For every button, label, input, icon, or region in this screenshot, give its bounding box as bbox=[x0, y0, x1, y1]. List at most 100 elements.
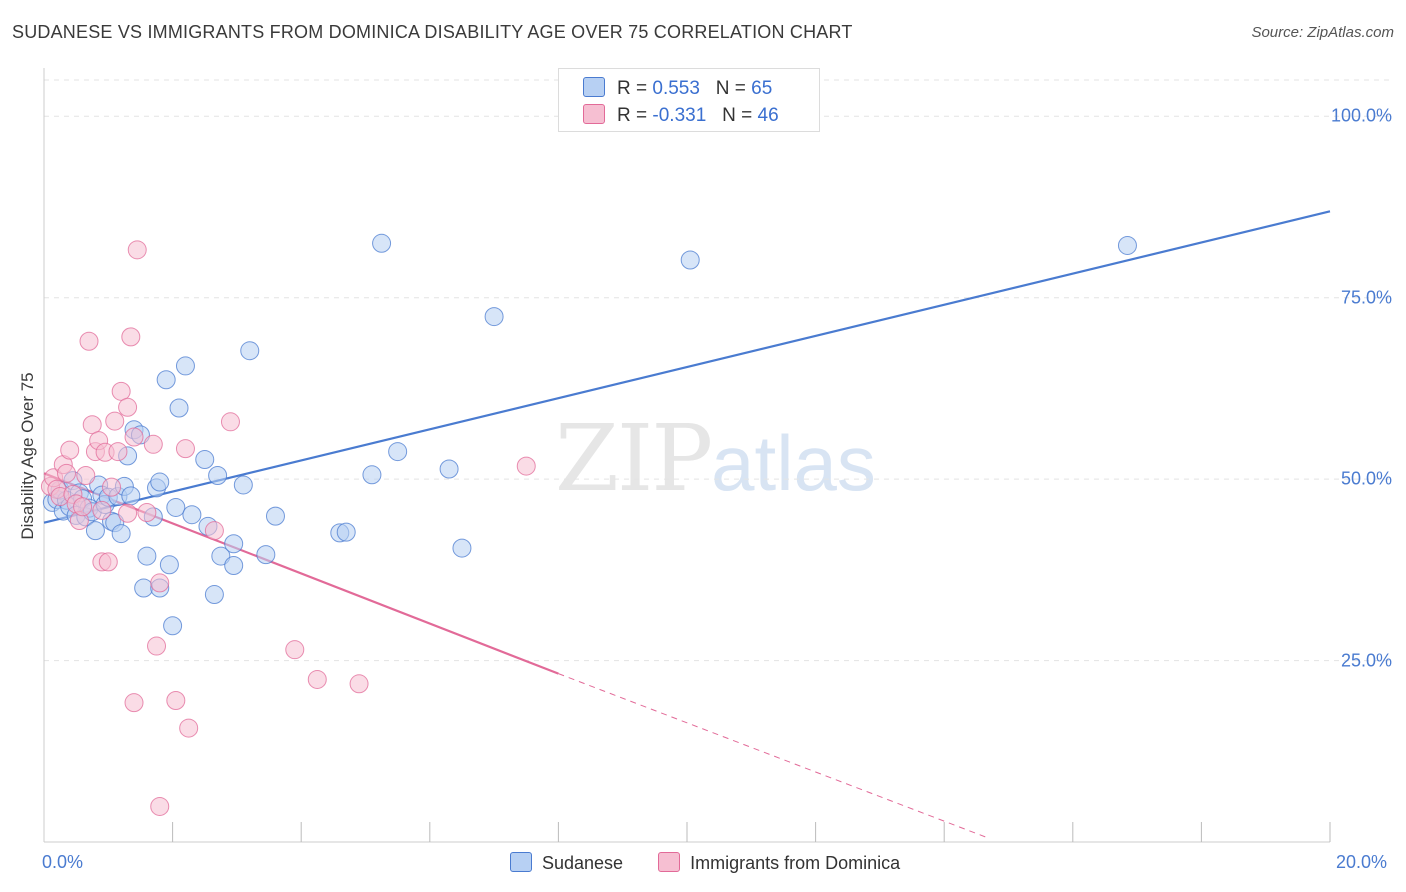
point-sudanese bbox=[336, 522, 356, 542]
point-dominica bbox=[150, 573, 170, 593]
point-dominica bbox=[108, 442, 128, 462]
legend-item-dominica: Immigrants from Dominica bbox=[658, 852, 900, 874]
point-dominica bbox=[76, 466, 96, 486]
point-dominica bbox=[285, 640, 305, 660]
legend-r-value: 0.553 bbox=[652, 78, 700, 99]
point-sudanese bbox=[1117, 235, 1137, 255]
legend-r-label: R = bbox=[617, 105, 648, 126]
legend-n-value: 46 bbox=[757, 105, 779, 126]
point-dominica bbox=[143, 434, 163, 454]
point-sudanese bbox=[150, 472, 170, 492]
point-dominica bbox=[57, 463, 77, 483]
point-dominica bbox=[166, 690, 186, 710]
point-sudanese bbox=[175, 356, 195, 376]
point-sudanese bbox=[388, 442, 408, 462]
point-dominica bbox=[92, 500, 112, 520]
y-tick-label: 100.0% bbox=[1330, 105, 1392, 126]
point-dominica bbox=[79, 331, 99, 351]
point-dominica bbox=[82, 415, 102, 435]
point-sudanese bbox=[134, 578, 154, 598]
point-sudanese bbox=[265, 506, 285, 526]
point-sudanese bbox=[484, 307, 504, 327]
legend-row-sudanese: R = 0.553 N = 65 bbox=[583, 77, 772, 100]
point-sudanese bbox=[224, 534, 244, 554]
point-sudanese bbox=[85, 521, 105, 541]
point-dominica bbox=[150, 796, 170, 816]
legend-swatch-pink bbox=[583, 104, 605, 124]
x-tick-label-min: 0.0% bbox=[42, 852, 84, 872]
point-sudanese bbox=[163, 616, 183, 636]
watermark-zip: ZIP bbox=[555, 405, 713, 512]
y-tick-label: 75.0% bbox=[1340, 287, 1392, 308]
source-label: Source: ZipAtlas.com bbox=[1251, 24, 1394, 41]
point-sudanese bbox=[211, 546, 231, 566]
y-tick-label: 25.0% bbox=[1340, 650, 1392, 671]
point-dominica bbox=[307, 669, 327, 689]
point-sudanese bbox=[680, 250, 700, 270]
data-points bbox=[40, 233, 1137, 816]
point-sudanese bbox=[240, 341, 260, 361]
point-sudanese bbox=[137, 546, 157, 566]
point-sudanese bbox=[362, 465, 382, 485]
watermark-atlas: atlas bbox=[711, 419, 876, 507]
point-dominica bbox=[175, 439, 195, 459]
point-dominica bbox=[147, 636, 167, 656]
legend-label-dominica: Immigrants from Dominica bbox=[690, 853, 901, 873]
trend-line-dominica-extrapolated bbox=[558, 673, 990, 839]
point-dominica bbox=[127, 240, 147, 260]
point-sudanese bbox=[256, 545, 276, 565]
point-dominica bbox=[102, 477, 122, 497]
point-sudanese bbox=[156, 370, 176, 390]
legend-swatch-blue bbox=[510, 852, 532, 872]
point-dominica bbox=[118, 503, 138, 523]
point-dominica bbox=[220, 412, 240, 432]
point-sudanese bbox=[208, 466, 228, 486]
legend-r-label: R = bbox=[617, 78, 648, 99]
point-sudanese bbox=[166, 497, 186, 517]
point-sudanese bbox=[169, 398, 189, 418]
trend-lines bbox=[43, 210, 1331, 839]
legend-n-value: 65 bbox=[751, 78, 773, 99]
point-dominica bbox=[98, 552, 118, 572]
stats-legend: R = 0.553 N = 65 R = -0.331 N = 46 bbox=[558, 68, 820, 132]
legend-item-sudanese: Sudanese bbox=[510, 852, 623, 874]
point-sudanese bbox=[111, 524, 131, 544]
chart-title: SUDANESE VS IMMIGRANTS FROM DOMINICA DIS… bbox=[12, 22, 853, 42]
point-dominica bbox=[179, 718, 199, 738]
axes bbox=[43, 68, 1331, 843]
point-sudanese bbox=[182, 505, 202, 525]
y-tick-label: 50.0% bbox=[1340, 468, 1392, 489]
x-tick-label-max: 20.0% bbox=[1336, 852, 1388, 872]
point-sudanese bbox=[195, 450, 215, 470]
point-sudanese bbox=[439, 459, 459, 479]
legend-n-label: N = bbox=[722, 105, 753, 126]
trend-line-sudanese bbox=[43, 210, 1331, 524]
point-sudanese bbox=[452, 538, 472, 558]
legend-swatch-blue bbox=[583, 77, 605, 97]
point-dominica bbox=[121, 327, 141, 347]
point-dominica bbox=[124, 693, 144, 713]
legend-r-value: -0.331 bbox=[652, 105, 707, 126]
point-sudanese bbox=[233, 475, 253, 495]
grid-lines bbox=[44, 79, 1392, 662]
point-sudanese bbox=[204, 585, 224, 605]
point-dominica bbox=[204, 521, 224, 541]
series-legend: Sudanese Immigrants from Dominica bbox=[510, 852, 930, 874]
point-dominica bbox=[111, 381, 131, 401]
point-dominica bbox=[516, 456, 536, 476]
point-dominica bbox=[124, 427, 144, 447]
point-dominica bbox=[105, 411, 125, 431]
point-dominica bbox=[118, 397, 138, 417]
watermark: ZIPatlas bbox=[555, 405, 876, 512]
point-sudanese bbox=[372, 233, 392, 253]
point-dominica bbox=[137, 503, 157, 523]
point-sudanese bbox=[224, 556, 244, 576]
point-dominica bbox=[60, 440, 80, 460]
y-axis-label: Disability Age Over 75 bbox=[18, 372, 37, 540]
legend-swatch-pink bbox=[658, 852, 681, 872]
legend-n-label: N = bbox=[715, 78, 746, 99]
legend-row-dominica: R = -0.331 N = 46 bbox=[583, 104, 779, 127]
legend-label-sudanese: Sudanese bbox=[542, 853, 624, 873]
point-sudanese bbox=[121, 486, 141, 506]
